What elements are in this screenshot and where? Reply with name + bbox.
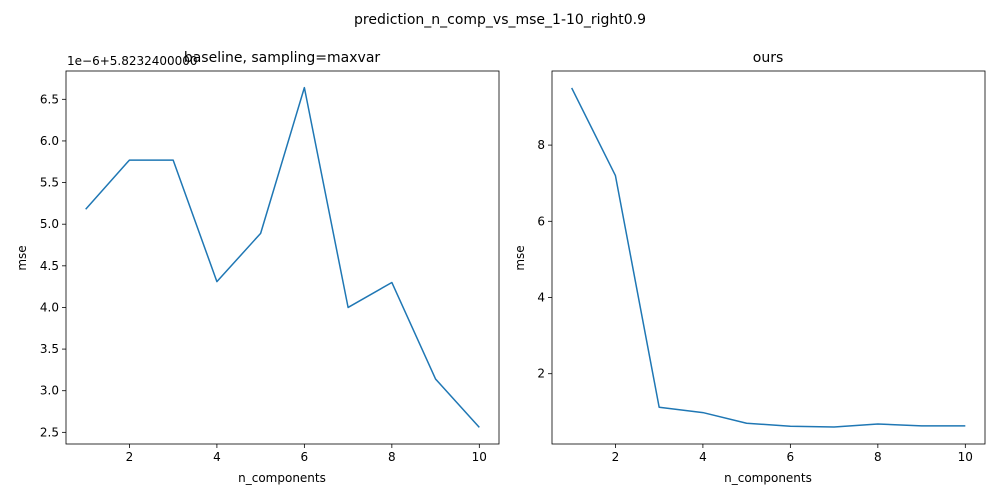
ours-x-tick-label: 8 xyxy=(874,450,882,464)
baseline-y-tick-label: 2.5 xyxy=(40,425,59,439)
ours-y-tick-label: 6 xyxy=(537,214,545,228)
baseline-y-tick-label: 5.5 xyxy=(40,176,59,190)
subplot-baseline-offset-label: 1e−6+5.8232400000 xyxy=(67,54,198,68)
subplot-baseline-title: baseline, sampling=maxvar xyxy=(184,50,381,66)
baseline-y-tick-label: 3.5 xyxy=(40,342,59,356)
ours-x-tick-label: 2 xyxy=(612,450,620,464)
ours-x-tick-label: 10 xyxy=(958,450,973,464)
ours-x-tick-label: 6 xyxy=(787,450,795,464)
ours-y-tick-label: 2 xyxy=(537,367,545,381)
baseline-y-tick-label: 4.0 xyxy=(40,300,59,314)
subplot-ours: ours n_components mse 2 4 6 8 10 2 4 6 8 xyxy=(513,50,986,485)
baseline-y-tick-label: 4.5 xyxy=(40,259,59,273)
subplot-baseline-ylabel: mse xyxy=(15,245,29,270)
subplot-ours-title: ours xyxy=(753,50,784,66)
baseline-y-tick-label: 3.0 xyxy=(40,384,59,398)
subplot-ours-xlabel: n_components xyxy=(724,471,812,485)
subplot-ours-ylabel: mse xyxy=(513,245,527,270)
baseline-y-tick-label: 6.0 xyxy=(40,134,59,148)
baseline-y-tick-label: 5.0 xyxy=(40,217,59,231)
ours-y-tick-label: 4 xyxy=(537,291,545,305)
baseline-axes-frame xyxy=(65,70,500,445)
baseline-y-tick-label: 6.5 xyxy=(40,92,59,106)
baseline-x-tick-label: 8 xyxy=(388,450,396,464)
baseline-x-tick-label: 4 xyxy=(213,450,221,464)
figure-suptitle: prediction_n_comp_vs_mse_1-10_right0.9 xyxy=(354,12,646,28)
baseline-x-tick-label: 6 xyxy=(301,450,309,464)
subplot-baseline: baseline, sampling=maxvar 1e−6+5.8232400… xyxy=(15,50,500,485)
ours-y-tick-label: 8 xyxy=(537,138,545,152)
baseline-x-tick-label: 10 xyxy=(472,450,487,464)
ours-x-tick-label: 4 xyxy=(699,450,707,464)
baseline-series-line-0 xyxy=(85,86,480,428)
baseline-x-tick-label: 2 xyxy=(126,450,134,464)
ours-axes-frame xyxy=(551,70,986,445)
subplot-baseline-xlabel: n_components xyxy=(238,471,326,485)
ours-series-line-0 xyxy=(571,87,966,428)
